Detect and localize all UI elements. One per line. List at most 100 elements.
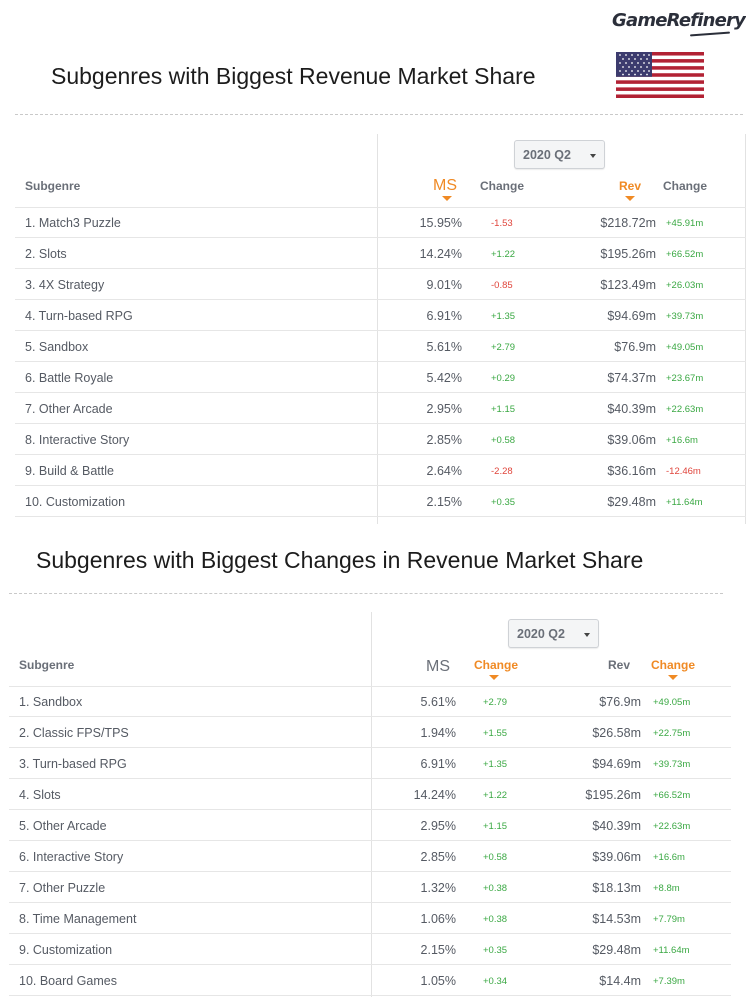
header-rev-change[interactable]: Change [651, 658, 696, 672]
rev-change-cell: +39.73m [653, 759, 691, 770]
rev-change-cell: +39.73m [666, 311, 704, 322]
table-row[interactable]: 2. Classic FPS/TPS 1.94% +1.55 $26.58m +22.7… [9, 717, 731, 748]
table-row[interactable]: 4. Slots 14.24% +1.22 $195.26m +66.52m [9, 779, 731, 810]
ms-change-cell: +0.38 [483, 883, 508, 894]
ms-change-cell: -2.28 [491, 466, 513, 477]
rev-cell: $74.37m [607, 371, 656, 385]
rev-change-cell: +66.52m [666, 249, 704, 260]
table-row[interactable]: 8. Time Management 1.06% +0.38 $14.53m +7.79… [9, 903, 731, 934]
subgenre-cell: 10. Board Games [19, 974, 117, 988]
ms-change-cell: +1.22 [483, 790, 508, 801]
subgenre-cell: 10. Customization [25, 495, 126, 509]
ms-change-cell: +2.79 [491, 342, 516, 353]
header-subgenre[interactable]: Subgenre [25, 179, 81, 193]
table-row[interactable]: 5. Other Arcade 2.95% +1.15 $40.39m +22.63m [9, 810, 731, 841]
logo-swoosh [689, 31, 731, 37]
header-rev[interactable]: Rev [619, 179, 642, 193]
ms-change-cell: +1.15 [491, 404, 516, 415]
rev-cell: $36.16m [607, 464, 656, 478]
subgenre-cell: 3. Turn-based RPG [19, 757, 127, 771]
table-row[interactable]: 1. Match3 Puzzle 15.95% -1.53 $218.72m +45.9… [15, 207, 746, 238]
ms-change-cell: +0.35 [491, 497, 516, 508]
period-select[interactable]: 2020 Q2 [508, 619, 599, 648]
table-row[interactable]: 6. Interactive Story 2.85% +0.58 $39.06m +16… [9, 841, 731, 872]
table-row[interactable]: 5. Sandbox 5.61% +2.79 $76.9m +49.05m [15, 331, 746, 362]
ms-change-cell: +1.35 [483, 759, 508, 770]
rev-change-cell: +7.79m [653, 914, 685, 925]
subgenre-cell: 6. Interactive Story [19, 850, 124, 864]
table-row[interactable]: 6. Battle Royale 5.42% +0.29 $74.37m +23.67m [15, 362, 746, 393]
table-row[interactable]: 8. Interactive Story 2.85% +0.58 $39.06m +16… [15, 424, 746, 455]
subgenre-cell: 5. Sandbox [25, 340, 89, 354]
ms-change-cell: +1.15 [483, 821, 508, 832]
rev-change-cell: +16.6m [653, 852, 685, 863]
rev-change-cell: +8.8m [653, 883, 680, 894]
table-row[interactable]: 9. Build & Battle 2.64% -2.28 $36.16m -12.46… [15, 455, 746, 486]
table-row[interactable]: 3. 4X Strategy 9.01% -0.85 $123.49m +26.03m [15, 269, 746, 300]
header-rev[interactable]: Rev [608, 658, 631, 672]
rev-change-cell: +16.6m [666, 435, 698, 446]
ms-cell: 14.24% [413, 788, 456, 802]
subgenre-cell: 9. Build & Battle [25, 464, 114, 478]
rev-change-cell: +23.67m [666, 373, 704, 384]
header-ms[interactable]: MS [433, 177, 457, 194]
ms-change-cell: +0.58 [483, 852, 508, 863]
subgenre-cell: 5. Other Arcade [19, 819, 107, 833]
rev-cell: $76.9m [614, 340, 656, 354]
header-ms-change[interactable]: Change [480, 179, 525, 193]
table2-title: Subgenres with Biggest Changes in Revenu… [36, 547, 644, 573]
chevron-down-icon [590, 154, 596, 158]
period-select[interactable]: 2020 Q2 [514, 140, 605, 169]
gamerefinery-logo: GameRefinery [612, 10, 746, 31]
section-divider [15, 114, 743, 115]
table-row[interactable]: 10. Board Games 1.05% +0.34 $14.4m +7.39m [9, 965, 731, 996]
rev-change-cell: -12.46m [666, 466, 701, 477]
ms-cell: 5.42% [426, 371, 462, 385]
rev-change-cell: +7.39m [653, 976, 685, 987]
ms-cell: 2.95% [420, 819, 456, 833]
table-row[interactable]: 7. Other Puzzle 1.32% +0.38 $18.13m +8.8m [9, 872, 731, 903]
ms-change-cell: +1.22 [491, 249, 516, 260]
ms-change-cell: -0.85 [491, 280, 513, 291]
ms-cell: 1.32% [420, 881, 456, 895]
rev-change-cell: +49.05m [653, 697, 691, 708]
header-ms[interactable]: MS [426, 658, 450, 675]
ms-cell: 6.91% [426, 309, 462, 323]
section-divider [9, 593, 723, 594]
header-border [9, 686, 731, 687]
table-row[interactable]: 4. Turn-based RPG 6.91% +1.35 $94.69m +39.73… [15, 300, 746, 331]
rev-change-cell: +66.52m [653, 790, 691, 801]
ms-cell: 6.91% [420, 757, 456, 771]
header-subgenre[interactable]: Subgenre [19, 658, 75, 672]
subgenre-cell: 2. Slots [25, 247, 67, 261]
subgenre-cell: 8. Interactive Story [25, 433, 130, 447]
subgenre-cell: 3. 4X Strategy [25, 278, 105, 292]
table-row[interactable]: 2. Slots 14.24% +1.22 $195.26m +66.52m [15, 238, 746, 269]
rev-change-cell: +22.63m [653, 821, 691, 832]
table-row[interactable]: 9. Customization 2.15% +0.35 $29.48m +11.64m [9, 934, 731, 965]
table-row[interactable]: 3. Turn-based RPG 6.91% +1.35 $94.69m +39.73… [9, 748, 731, 779]
header-ms-change[interactable]: Change [474, 658, 519, 672]
table-row[interactable]: 10. Customization 2.15% +0.35 $29.48m +11.64… [15, 486, 746, 517]
column-divider [377, 134, 378, 524]
table-row[interactable]: 1. Sandbox 5.61% +2.79 $76.9m +49.05m [9, 686, 731, 717]
rev-cell: $39.06m [592, 850, 641, 864]
header-rev-change[interactable]: Change [663, 179, 708, 193]
ms-cell: 2.15% [420, 943, 456, 957]
table2-body: 1. Sandbox 5.61% +2.79 $76.9m +49.05m 2. Clas… [9, 686, 731, 996]
ms-cell: 1.06% [420, 912, 456, 926]
rev-cell: $29.48m [607, 495, 656, 509]
rev-cell: $39.06m [607, 433, 656, 447]
rev-change-cell: +49.05m [666, 342, 704, 353]
table-row[interactable]: 7. Other Arcade 2.95% +1.15 $40.39m +22.63m [15, 393, 746, 424]
rev-change-cell: +45.91m [666, 218, 704, 229]
ms-change-cell: +0.29 [491, 373, 516, 384]
ms-change-cell: +2.79 [483, 697, 508, 708]
rev-change-cell: +26.03m [666, 280, 704, 291]
ms-cell: 9.01% [426, 278, 462, 292]
rev-cell: $40.39m [592, 819, 641, 833]
ms-cell: 5.61% [420, 695, 456, 709]
rev-cell: $26.58m [592, 726, 641, 740]
rev-cell: $195.26m [585, 788, 641, 802]
ms-cell: 1.94% [420, 726, 456, 740]
